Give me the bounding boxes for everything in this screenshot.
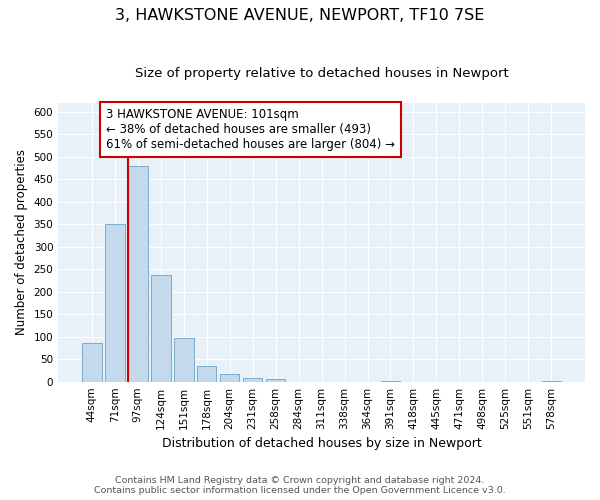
Bar [243,378,262,382]
Bar [197,366,217,382]
Bar [105,224,125,382]
Bar [151,275,170,382]
X-axis label: Distribution of detached houses by size in Newport: Distribution of detached houses by size … [162,437,481,450]
Bar [542,381,561,382]
Text: 3 HAWKSTONE AVENUE: 101sqm
← 38% of detached houses are smaller (493)
61% of sem: 3 HAWKSTONE AVENUE: 101sqm ← 38% of deta… [106,108,395,151]
Y-axis label: Number of detached properties: Number of detached properties [15,149,28,335]
Title: Size of property relative to detached houses in Newport: Size of property relative to detached ho… [135,68,508,80]
Bar [220,374,239,382]
Bar [266,380,286,382]
Text: Contains HM Land Registry data © Crown copyright and database right 2024.
Contai: Contains HM Land Registry data © Crown c… [94,476,506,495]
Text: 3, HAWKSTONE AVENUE, NEWPORT, TF10 7SE: 3, HAWKSTONE AVENUE, NEWPORT, TF10 7SE [115,8,485,22]
Bar [174,338,194,382]
Bar [128,166,148,382]
Bar [82,344,101,382]
